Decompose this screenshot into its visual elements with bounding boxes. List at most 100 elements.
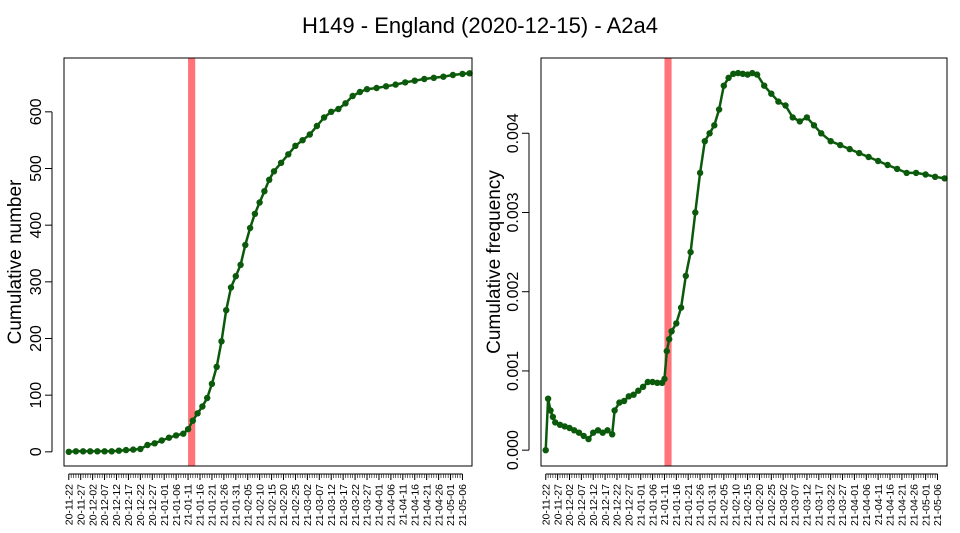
y-tick-label: 500 <box>28 155 45 182</box>
x-tick-label: 21-05-01 <box>920 484 932 526</box>
x-tick-label: 21-03-07 <box>314 484 326 526</box>
x-tick-label: 20-12-17 <box>600 484 612 526</box>
x-tick-label: 21-05-06 <box>932 484 944 526</box>
data-point <box>749 69 756 77</box>
y-axis-label: Cumulative number <box>5 179 26 344</box>
x-tick-label: 21-03-02 <box>302 484 314 526</box>
x-tick-label: 21-01-01 <box>159 484 171 526</box>
data-point <box>172 432 180 439</box>
data-point <box>611 407 618 414</box>
y-tick-label: 0.004 <box>505 113 522 153</box>
x-tick-label: 20-12-22 <box>612 484 624 526</box>
x-tick-label: 21-01-31 <box>707 484 719 526</box>
x-tick-label: 20-11-22 <box>540 484 552 525</box>
data-point <box>663 347 670 355</box>
plot-frame <box>63 57 473 467</box>
data-point <box>682 272 689 280</box>
data-point <box>903 169 910 177</box>
data-point <box>547 407 554 414</box>
data-point <box>874 157 882 165</box>
x-tick-label: 21-03-02 <box>778 484 790 526</box>
x-tick-label: 20-11-27 <box>552 484 564 525</box>
data-point <box>466 70 473 77</box>
x-tick-label: 21-04-11 <box>397 484 409 525</box>
data-point <box>575 429 583 436</box>
data-point <box>328 108 335 116</box>
data-point <box>411 77 418 84</box>
data-point <box>208 380 216 387</box>
x-tick-label: 20-12-17 <box>123 484 135 526</box>
data-point <box>782 102 789 109</box>
data-point <box>893 165 901 173</box>
data-point <box>242 241 249 249</box>
data-point <box>194 410 201 417</box>
chart-title: H149 - England (2020-12-15) - A2a4 <box>302 13 658 38</box>
x-tick-label: 21-04-21 <box>897 484 909 526</box>
data-point <box>818 130 825 137</box>
data-point <box>544 395 552 402</box>
data-point <box>115 447 123 454</box>
data-point <box>692 209 699 216</box>
data-point <box>609 431 616 438</box>
x-tick-label: 21-01-21 <box>207 484 219 526</box>
y-tick-label: 0.000 <box>505 430 522 470</box>
data-point <box>285 151 292 158</box>
data-point <box>649 378 656 386</box>
data-point <box>668 328 675 335</box>
data-point <box>189 417 196 424</box>
data-point <box>223 307 230 314</box>
data-point <box>571 427 578 434</box>
data-point <box>739 70 746 78</box>
x-tick-label: 21-01-26 <box>219 484 231 526</box>
data-point <box>630 391 637 398</box>
data-point <box>227 284 235 291</box>
data-point <box>789 114 796 121</box>
x-tick-label: 20-12-12 <box>111 484 123 526</box>
x-tick-label: 21-03-22 <box>825 484 837 526</box>
data-point <box>706 130 713 137</box>
x-tick-label: 21-03-17 <box>338 484 350 526</box>
left-panel-cumulative-number: 0 100 200 300 400 500 600 Cumulative number 20-1… <box>5 57 473 526</box>
data-point <box>673 320 680 327</box>
x-tick-label: 21-01-16 <box>195 484 207 526</box>
x-tick-label: 20-12-27 <box>147 484 159 526</box>
data-point <box>687 248 694 256</box>
data-point <box>165 434 173 441</box>
x-tick-label: 21-04-16 <box>885 484 897 526</box>
x-tick-label: 21-02-10 <box>730 484 742 526</box>
data-point <box>931 173 939 180</box>
data-point <box>912 169 920 177</box>
data-point <box>101 448 108 455</box>
x-tick-label: 21-04-11 <box>873 484 885 525</box>
x-tick-label: 21-02-05 <box>242 484 254 526</box>
data-point <box>604 427 611 434</box>
data-point <box>715 106 723 113</box>
data-point <box>753 71 761 78</box>
data-point <box>199 403 206 410</box>
x-tick-label: 20-12-12 <box>588 484 600 526</box>
data-point <box>79 448 87 455</box>
data-point <box>677 304 685 311</box>
data-point <box>256 199 263 206</box>
x-tick-label: 21-01-26 <box>695 484 707 526</box>
data-point <box>585 435 592 443</box>
data-point <box>459 70 466 78</box>
data-point <box>180 430 187 437</box>
x-tick-label: 20-12-02 <box>564 484 576 526</box>
y-tick-label: 0 <box>28 447 45 456</box>
data-point <box>251 210 259 217</box>
data-point <box>696 169 704 177</box>
x-tick-label: 21-03-12 <box>802 484 814 526</box>
data-point <box>711 122 718 129</box>
data-point <box>803 114 811 121</box>
data-point <box>356 88 364 96</box>
x-tick-label: 21-01-01 <box>635 484 647 526</box>
y-tick-label: 300 <box>28 268 45 295</box>
data-point <box>292 142 299 149</box>
x-tick-label: 21-04-06 <box>861 484 873 526</box>
x-tick-label: 21-03-12 <box>326 484 338 526</box>
x-tick-label: 20-12-02 <box>87 484 99 526</box>
x-tick-label: 21-02-25 <box>290 484 302 526</box>
data-point <box>130 446 137 453</box>
